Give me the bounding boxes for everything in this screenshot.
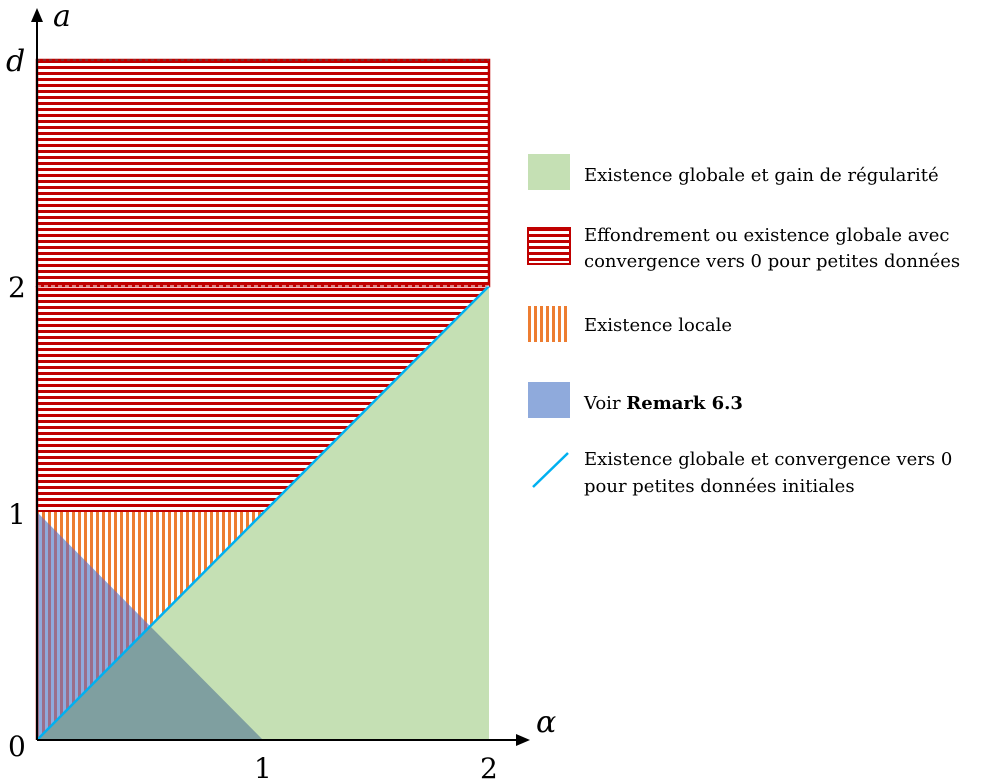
legend-swatch-blue	[528, 382, 570, 418]
legend-label-red-line2: convergence vers 0 pour petites données	[584, 251, 960, 272]
legend-swatch-green	[528, 154, 570, 190]
y-axis-label: a	[53, 0, 71, 34]
remark-region-striped	[37, 512, 150, 740]
legend-line-swatch	[532, 452, 569, 488]
remark-region-overlap	[37, 626, 263, 740]
convergence-line	[36, 285, 490, 741]
legend-label-blue-prefix: Voir	[583, 393, 626, 414]
y-tick-1: 1	[8, 498, 26, 531]
remark-reference: Remark 6.3	[626, 393, 743, 414]
legend-label-orange: Existence locale	[584, 315, 732, 336]
y-axis-arrow	[31, 8, 43, 22]
legend-label-green: Existence globale et gain de régularité	[584, 165, 939, 186]
origin-label: 0	[8, 730, 26, 763]
legend-label-line-line2: pour petites données initiales	[584, 476, 855, 497]
legend: Existence globale et gain de régularité …	[527, 154, 960, 497]
x-axis-arrow	[516, 734, 530, 746]
x-axis-label: α	[536, 705, 556, 740]
legend-label-blue: Voir Remark 6.3	[583, 393, 743, 414]
x-tick-1: 1	[254, 752, 272, 783]
y-tick-d: d	[6, 44, 25, 79]
legend-swatch-orange	[528, 306, 570, 342]
x-tick-2: 2	[480, 752, 498, 783]
y-tick-2: 2	[8, 271, 26, 304]
legend-label-line-line1: Existence globale et convergence vers 0	[584, 449, 952, 470]
legend-swatch-red	[527, 227, 571, 265]
legend-label-red-line1: Effondrement ou existence globale avec	[584, 225, 949, 246]
